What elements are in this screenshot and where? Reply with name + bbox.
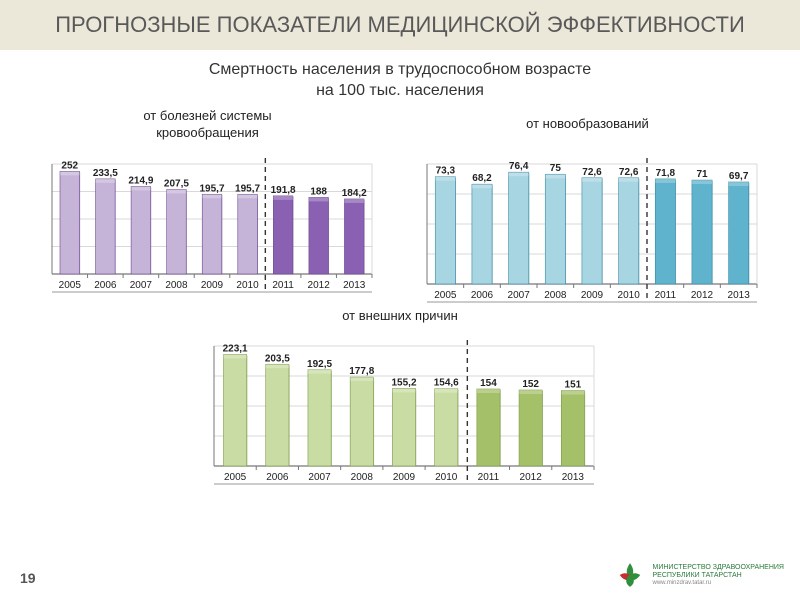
svg-text:177,8: 177,8 bbox=[349, 367, 374, 378]
chart-bottom-label: от внешних причин bbox=[342, 308, 458, 325]
svg-text:252: 252 bbox=[61, 160, 78, 171]
svg-text:2012: 2012 bbox=[307, 280, 330, 291]
svg-text:2009: 2009 bbox=[200, 280, 223, 291]
chart-right-block: от новообразований 73,3 2005 68,2 2006 76,4 2… bbox=[413, 108, 763, 306]
ministry-line1: МИНИСТЕРСТВО ЗДРАВООХРАНЕНИЯ bbox=[653, 564, 785, 572]
svg-text:203,5: 203,5 bbox=[265, 354, 290, 365]
svg-text:2007: 2007 bbox=[507, 290, 530, 301]
svg-text:2012: 2012 bbox=[690, 290, 713, 301]
svg-text:152: 152 bbox=[522, 379, 539, 390]
svg-text:154,6: 154,6 bbox=[434, 378, 459, 389]
svg-text:233,5: 233,5 bbox=[92, 167, 117, 178]
svg-text:184,2: 184,2 bbox=[341, 188, 366, 199]
chart-left-svg: 252 2005 233,5 2006 214,9 2007 207,5 2008 195,7 2… bbox=[38, 146, 378, 296]
chart-right-label: от новообразований bbox=[526, 108, 649, 142]
chart-left-block: от болезней системыкровообращения 252 200… bbox=[38, 108, 378, 306]
svg-text:195,7: 195,7 bbox=[199, 183, 224, 194]
slide: ПРОГНОЗНЫЕ ПОКАЗАТЕЛИ МЕДИЦИНСКОЙ ЭФФЕКТ… bbox=[0, 0, 800, 600]
chart-right-svg: 73,3 2005 68,2 2006 76,4 2007 75 2008 72,6 2009 72… bbox=[413, 146, 763, 306]
svg-text:2013: 2013 bbox=[343, 280, 366, 291]
svg-text:195,7: 195,7 bbox=[235, 183, 260, 194]
svg-text:2013: 2013 bbox=[727, 290, 750, 301]
svg-text:73,3: 73,3 bbox=[435, 165, 455, 176]
svg-text:2006: 2006 bbox=[266, 472, 289, 483]
svg-text:72,6: 72,6 bbox=[618, 166, 638, 177]
svg-text:214,9: 214,9 bbox=[128, 175, 153, 186]
svg-text:2008: 2008 bbox=[544, 290, 567, 301]
svg-text:154: 154 bbox=[480, 378, 497, 389]
svg-text:2005: 2005 bbox=[58, 280, 81, 291]
svg-text:2007: 2007 bbox=[129, 280, 152, 291]
subtitle: Смертность населения в трудоспособном во… bbox=[0, 60, 800, 102]
svg-text:2011: 2011 bbox=[272, 280, 294, 291]
svg-text:2010: 2010 bbox=[617, 290, 640, 301]
svg-text:2012: 2012 bbox=[520, 472, 543, 483]
svg-text:2005: 2005 bbox=[224, 472, 247, 483]
ministry-url: www.minzdrav.tatar.ru bbox=[653, 580, 785, 586]
subtitle-line1: Смертность населения в трудоспособном во… bbox=[209, 61, 591, 78]
svg-text:71: 71 bbox=[696, 169, 708, 180]
page-number: 19 bbox=[20, 570, 36, 586]
svg-text:223,1: 223,1 bbox=[223, 344, 248, 355]
svg-text:2009: 2009 bbox=[580, 290, 603, 301]
svg-text:2006: 2006 bbox=[470, 290, 493, 301]
svg-text:2013: 2013 bbox=[562, 472, 585, 483]
svg-text:76,4: 76,4 bbox=[508, 161, 528, 172]
svg-text:2006: 2006 bbox=[94, 280, 117, 291]
svg-text:188: 188 bbox=[310, 186, 327, 197]
title-band: ПРОГНОЗНЫЕ ПОКАЗАТЕЛИ МЕДИЦИНСКОЙ ЭФФЕКТ… bbox=[0, 0, 800, 50]
chart-bottom-svg: 223,1 2005 203,5 2006 192,5 2007 177,8 2008 155,… bbox=[200, 328, 600, 488]
svg-text:155,2: 155,2 bbox=[391, 378, 416, 389]
svg-text:207,5: 207,5 bbox=[163, 178, 188, 189]
svg-text:192,5: 192,5 bbox=[307, 359, 332, 370]
svg-text:2010: 2010 bbox=[236, 280, 259, 291]
svg-text:68,2: 68,2 bbox=[472, 173, 492, 184]
svg-text:2009: 2009 bbox=[393, 472, 416, 483]
top-charts-row: от болезней системыкровообращения 252 200… bbox=[0, 108, 800, 306]
svg-text:75: 75 bbox=[549, 163, 561, 174]
svg-text:71,8: 71,8 bbox=[655, 168, 675, 179]
svg-text:2011: 2011 bbox=[478, 472, 500, 483]
chart-bottom-block: от внешних причин 223,1 2005 203,5 2006 192,… bbox=[0, 308, 800, 489]
subtitle-line2: на 100 тыс. населения bbox=[316, 82, 484, 99]
svg-text:2008: 2008 bbox=[165, 280, 188, 291]
ministry-logo: МИНИСТЕРСТВО ЗДРАВООХРАНЕНИЯ РЕСПУБЛИКИ … bbox=[613, 558, 785, 592]
svg-text:151: 151 bbox=[565, 380, 582, 391]
svg-text:2005: 2005 bbox=[434, 290, 457, 301]
svg-text:2011: 2011 bbox=[654, 290, 676, 301]
ministry-text: МИНИСТЕРСТВО ЗДРАВООХРАНЕНИЯ РЕСПУБЛИКИ … bbox=[653, 564, 785, 586]
ministry-icon bbox=[613, 558, 647, 592]
svg-text:2010: 2010 bbox=[435, 472, 458, 483]
page-title: ПРОГНОЗНЫЕ ПОКАЗАТЕЛИ МЕДИЦИНСКОЙ ЭФФЕКТ… bbox=[55, 12, 745, 37]
svg-text:72,6: 72,6 bbox=[582, 166, 602, 177]
svg-text:2007: 2007 bbox=[308, 472, 331, 483]
svg-text:69,7: 69,7 bbox=[728, 171, 748, 182]
svg-text:2008: 2008 bbox=[351, 472, 374, 483]
svg-text:191,8: 191,8 bbox=[270, 184, 295, 195]
chart-left-label: от болезней системыкровообращения bbox=[143, 108, 271, 142]
ministry-line2: РЕСПУБЛИКИ ТАТАРСТАН bbox=[653, 572, 785, 580]
